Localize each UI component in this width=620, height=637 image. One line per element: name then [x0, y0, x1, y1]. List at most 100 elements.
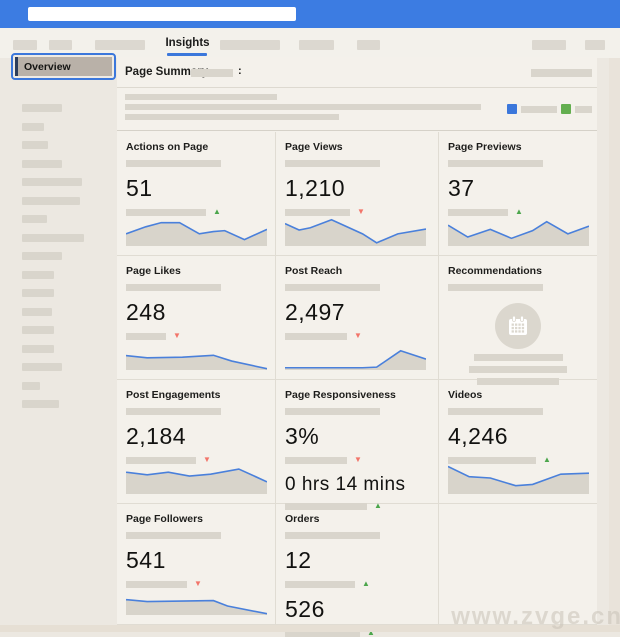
tab-placeholder[interactable]	[220, 40, 280, 50]
sidebar-item-placeholder[interactable]	[22, 289, 54, 297]
placeholder-bar	[126, 208, 206, 216]
card-empty	[439, 504, 597, 625]
metric-value: 541	[126, 547, 166, 573]
trend-down-icon: ▼	[173, 331, 181, 340]
metric-value: 37	[448, 175, 475, 201]
card-videos[interactable]: Videos 4,246 ▲	[439, 380, 597, 504]
trend-down-icon: ▼	[354, 455, 362, 464]
card-page-previews[interactable]: Page Previews 37 ▲	[439, 132, 597, 256]
placeholder-text-line	[125, 104, 481, 110]
sparkline-chart	[126, 214, 267, 246]
tab-placeholder[interactable]	[49, 40, 72, 50]
placeholder-text-line	[473, 354, 563, 361]
summary-colon: :	[238, 65, 242, 77]
sparkline-chart	[126, 338, 267, 370]
card-title: Videos	[448, 389, 483, 401]
sparkline-chart	[448, 462, 589, 494]
card-title: Post Engagements	[126, 389, 221, 401]
app-header	[0, 0, 620, 28]
card-title: Page Views	[285, 141, 343, 153]
chart-legend	[507, 104, 592, 114]
placeholder-bar	[126, 284, 221, 291]
sidebar-item-placeholder[interactable]	[22, 326, 54, 334]
card-post-reach[interactable]: Post Reach 2,497 ▼	[276, 256, 439, 380]
card-page-followers[interactable]: Page Followers 541 ▼	[117, 504, 276, 625]
metric-value: 2,497	[285, 299, 346, 325]
watermark-text: www.zvge.cn	[451, 603, 620, 630]
placeholder-bar	[448, 160, 543, 167]
metric-value: 4,246	[448, 423, 509, 449]
tab-placeholder[interactable]	[585, 40, 605, 50]
tab-active-underline	[167, 53, 207, 56]
legend-paid-swatch	[561, 104, 571, 114]
card-title: Page Followers	[126, 513, 204, 525]
card-title: Post Reach	[285, 265, 343, 277]
metric-value: 248	[126, 299, 166, 325]
card-page-views[interactable]: Page Views 1,210 ▼	[276, 132, 439, 256]
tab-placeholder[interactable]	[95, 40, 145, 50]
placeholder-bar	[285, 502, 367, 510]
tab-placeholder[interactable]	[299, 40, 334, 50]
search-input[interactable]	[28, 7, 296, 21]
placeholder-bar	[285, 160, 380, 167]
legend-label-placeholder	[575, 105, 592, 113]
card-page-responsiveness[interactable]: Page Responsiveness 3% ▼ 0 hrs 14 mins ▲	[276, 380, 439, 510]
metric-value: 2,184	[126, 423, 187, 449]
placeholder-bar	[448, 208, 508, 216]
placeholder-text-line	[125, 94, 277, 100]
placeholder-bar	[126, 580, 187, 588]
sidebar-item-placeholder[interactable]	[22, 400, 59, 408]
sidebar-item-placeholder[interactable]	[22, 381, 40, 390]
card-actions-on-page[interactable]: Actions on Page 51 ▲	[117, 132, 276, 256]
tab-placeholder[interactable]	[532, 40, 566, 50]
tab-insights[interactable]: Insights	[165, 37, 210, 49]
sidebar: Overview	[0, 53, 117, 632]
sidebar-item-placeholder[interactable]	[22, 252, 62, 260]
sidebar-item-placeholder[interactable]	[22, 215, 47, 223]
metric-value: 0 hrs 14 mins	[285, 474, 406, 495]
sidebar-item-overview-label: Overview	[15, 57, 112, 76]
card-page-likes[interactable]: Page Likes 248 ▼	[117, 256, 276, 380]
placeholder-bar	[285, 408, 380, 415]
sparkline-chart	[126, 583, 267, 615]
tab-placeholder[interactable]	[13, 40, 37, 50]
placeholder-bar	[285, 284, 380, 291]
sidebar-item-placeholder[interactable]	[22, 196, 80, 205]
sidebar-item-placeholder[interactable]	[22, 122, 44, 131]
trend-up-icon: ▲	[362, 579, 370, 588]
card-title: Actions on Page	[126, 141, 209, 153]
export-button-placeholder[interactable]	[531, 69, 592, 77]
placeholder-text-line	[477, 378, 559, 385]
sidebar-item-placeholder[interactable]	[22, 270, 54, 279]
metric-value: 51	[126, 175, 153, 201]
card-title: Page Likes	[126, 265, 181, 277]
metric-card-grid: Actions on Page 51 ▲ Page Views 1,210 ▼ …	[117, 132, 597, 637]
placeholder-bar	[448, 284, 543, 291]
date-range-placeholder[interactable]	[191, 69, 233, 77]
placeholder-bar	[285, 332, 347, 340]
sidebar-item-placeholder[interactable]	[22, 233, 84, 242]
placeholder-bar	[448, 456, 536, 464]
sparkline-chart	[448, 214, 589, 246]
sidebar-item-placeholder[interactable]	[22, 363, 62, 371]
sidebar-item-placeholder[interactable]	[22, 104, 62, 112]
sidebar-item-placeholder[interactable]	[22, 178, 82, 186]
placeholder-text-line	[469, 366, 567, 373]
main-panel: Page Summary : Actions on Page 51 ▲ Pag	[117, 57, 597, 637]
placeholder-bar	[126, 532, 221, 539]
card-post-engagements[interactable]: Post Engagements 2,184 ▼	[117, 380, 276, 504]
sidebar-item-placeholder[interactable]	[22, 344, 54, 353]
sidebar-item-placeholder[interactable]	[22, 307, 52, 316]
metric-value: 1,210	[285, 175, 346, 201]
trend-up-icon: ▲	[515, 207, 523, 216]
sidebar-item-overview[interactable]: Overview	[11, 53, 116, 80]
card-title: Recommendations	[448, 265, 542, 277]
sidebar-item-placeholder[interactable]	[22, 159, 62, 168]
sparkline-chart	[285, 338, 426, 370]
sidebar-item-placeholder[interactable]	[22, 141, 48, 149]
card-recommendations[interactable]: Recommendations	[439, 256, 597, 385]
metric-value: 3%	[285, 423, 320, 449]
legend-label-placeholder	[521, 105, 557, 113]
tab-placeholder[interactable]	[357, 40, 380, 50]
card-orders[interactable]: Orders 12 ▲ 526 ▲	[276, 504, 439, 637]
